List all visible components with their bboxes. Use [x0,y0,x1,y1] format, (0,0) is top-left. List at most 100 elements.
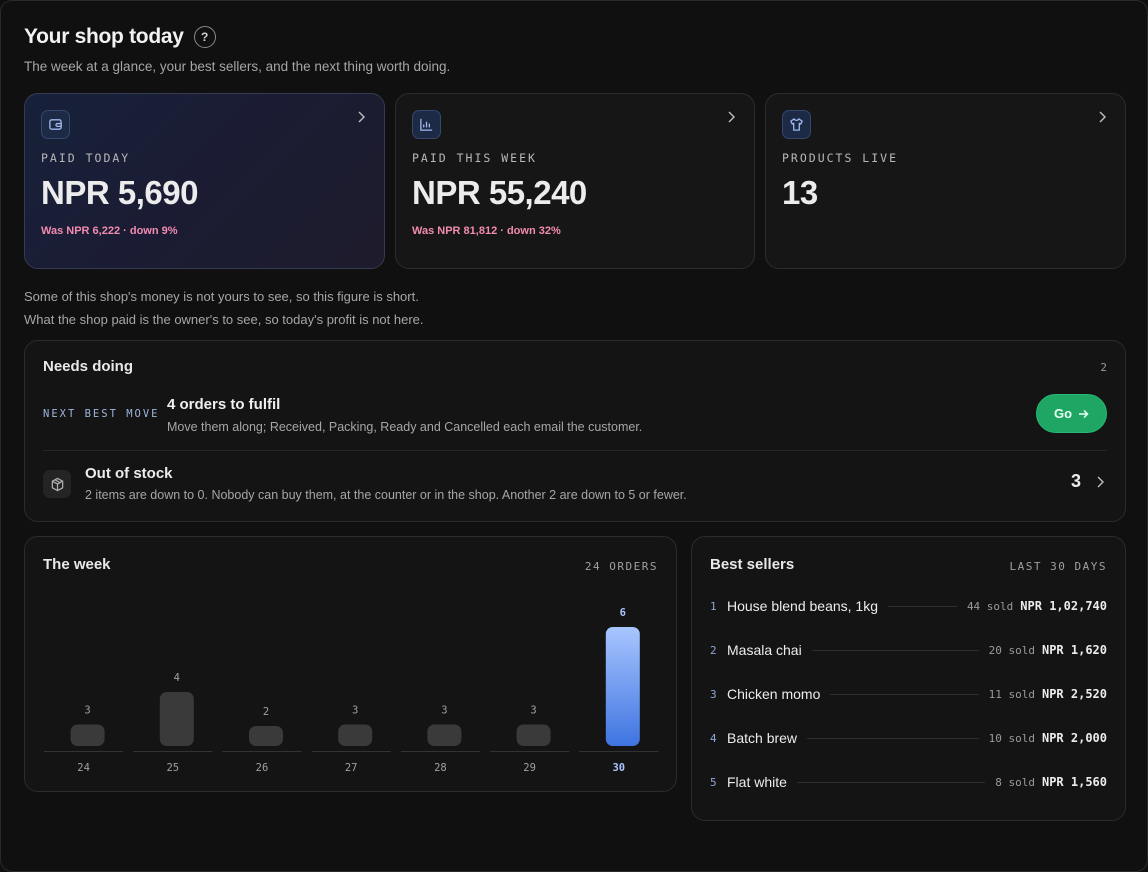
arrow-right-icon [1079,409,1089,418]
note-line: Some of this shop's money is not yours t… [24,289,419,304]
best-seller-sold: 44 sold [966,599,1014,613]
best-seller-row[interactable]: 3 Chicken momo 11 sold NPR 2,520 [710,684,1107,704]
page-subtitle: The week at a glance, your best sellers,… [24,59,451,74]
best-seller-sold: 11 sold [988,687,1035,701]
needs-count: 2 [1100,361,1107,374]
note-line: What the shop paid is the owner's to see… [24,312,424,327]
best-seller-name: Flat white [727,774,787,790]
best-seller-revenue: NPR 2,000 [1041,731,1107,745]
stat-value: NPR 5,690 [41,174,198,211]
best-seller-row[interactable]: 4 Batch brew 10 sold NPR 2,000 [710,728,1107,748]
best-seller-name: Chicken momo [727,686,821,702]
notes: Some of this shop's money is not yours t… [24,285,424,331]
needs-doing-panel: Needs doing 2 NEXT BEST MOVE 4 orders to… [24,340,1126,522]
chart-bar[interactable] [159,692,194,746]
leader-line [807,737,979,739]
orders-count: 24 ORDERS [584,560,658,573]
header: Your shop today ? The week at a glance, … [24,25,450,74]
bar-chart-icon [412,110,441,139]
baseline [311,751,391,752]
panel-title: Needs doing [43,358,134,375]
best-seller-name: House blend beans, 1kg [727,598,878,614]
stat-card-paid-today[interactable]: PAID TODAY NPR 5,690 Was NPR 6,222 · dow… [24,93,385,269]
chevron-right-icon[interactable] [356,110,366,128]
best-seller-rank: 2 [710,643,717,657]
best-seller-rank: 3 [710,687,717,701]
x-tick-label: 29 [523,762,536,774]
best-seller-row[interactable]: 1 House blend beans, 1kg 44 sold NPR 1,02,7… [710,596,1107,616]
best-seller-row[interactable]: 5 Flat white 8 sold NPR 1,560 [710,772,1107,792]
best-seller-sold: 20 sold [988,643,1035,657]
best-seller-revenue: NPR 1,02,740 [1020,599,1107,613]
stat-value: NPR 55,240 [412,174,587,211]
best-seller-revenue: NPR 1,620 [1041,643,1107,657]
baseline [222,751,302,752]
stat-delta: Was NPR 81,812 · down 32% [412,225,561,237]
help-icon[interactable]: ? [193,26,216,48]
stat-value: 13 [782,174,818,211]
baseline [400,751,480,752]
go-button-label: Go [1053,406,1073,421]
x-tick-label: 30 [612,762,625,774]
out-of-stock-title[interactable]: Out of stock [85,465,173,482]
week-bar-chart: 3 24 4 25 2 26 3 27 3 28 3 29 6 30 [44,607,659,774]
chevron-right-icon[interactable] [726,110,736,128]
x-tick-label: 28 [434,762,447,774]
go-button[interactable]: Go [1036,394,1107,433]
divider [43,450,1107,451]
best-seller-revenue: NPR 1,560 [1041,775,1107,789]
period-label: LAST 30 DAYS [1009,560,1107,573]
best-seller-sold: 8 sold [995,775,1035,789]
best-seller-revenue: NPR 2,520 [1041,687,1107,701]
stat-card-paid-this-week[interactable]: PAID THIS WEEK NPR 55,240 Was NPR 81,812… [395,93,755,269]
wallet-icon [41,110,70,139]
stat-label: PRODUCTS LIVE [782,151,899,165]
stat-delta: Was NPR 6,222 · down 9% [41,225,178,237]
week-panel: 3 24 4 25 2 26 3 27 3 28 3 29 6 30 The week 24 ORDERS [24,536,677,792]
best-seller-name: Masala chai [727,642,802,658]
next-best-move-label: NEXT BEST MOVE [43,408,160,420]
page-title: Your shop today [24,25,184,48]
best-seller-rank: 5 [710,775,717,789]
best-seller-name: Batch brew [727,730,798,746]
stat-label: PAID TODAY [41,151,131,165]
x-tick-label: 26 [256,762,269,774]
leader-line [830,693,979,695]
baseline [490,751,570,752]
leader-line [796,781,986,783]
out-of-stock-description: 2 items are down to 0. Nobody can buy th… [85,488,687,502]
best-seller-row[interactable]: 2 Masala chai 20 sold NPR 1,620 [710,640,1107,660]
chart-bar[interactable] [338,724,373,747]
stat-label: PAID THIS WEEK [412,151,537,165]
task-description: Move them along; Received, Packing, Read… [167,420,643,434]
chart-bar[interactable] [427,724,462,747]
chart-bar[interactable] [516,724,551,747]
baseline [133,751,213,752]
x-tick-label: 24 [77,762,90,774]
bar-value-label: 3 [352,705,358,717]
chart-bar[interactable] [249,726,283,746]
chevron-right-icon[interactable] [1097,110,1107,128]
panel-title: The week [43,556,111,573]
best-seller-sold: 10 sold [988,731,1035,745]
best-sellers-panel: Best sellers LAST 30 DAYS 1 House blend b… [691,536,1126,821]
leader-line [888,605,957,607]
bar-value-label: 3 [84,705,90,717]
best-seller-rank: 4 [710,731,717,745]
out-of-stock-count: 3 [1070,471,1081,491]
baseline [44,751,124,752]
package-icon [43,470,71,498]
chart-bar[interactable] [70,724,105,747]
x-tick-label: 27 [345,762,358,774]
best-seller-rank: 1 [710,599,717,613]
x-tick-label: 25 [166,762,179,774]
stat-card-products-live[interactable]: PRODUCTS LIVE 13 [765,93,1126,269]
leader-line [811,649,979,651]
chevron-right-icon[interactable] [1095,475,1105,493]
task-title: 4 orders to fulfil [167,396,281,413]
shirt-icon [782,110,811,139]
chart-bar[interactable] [605,627,640,746]
bar-value-label: 3 [441,705,447,717]
bar-value-label: 4 [174,672,180,684]
